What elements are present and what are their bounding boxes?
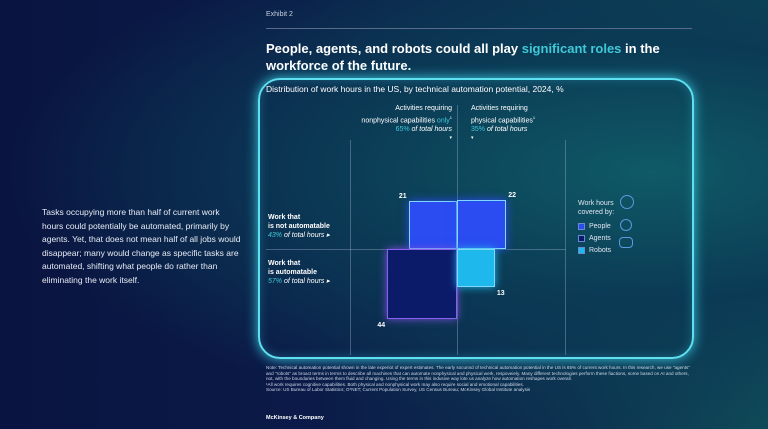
page-title: People, agents, and robots could all pla…	[266, 40, 696, 74]
grid-line-vertical-left	[350, 140, 351, 355]
chart-card	[258, 78, 694, 359]
note-text: Note: Technical automation potential sho…	[266, 365, 690, 382]
col-pct: 65%	[395, 126, 410, 134]
chart-notes: Note: Technical automation potential sho…	[266, 365, 696, 393]
col-pct-text: of total hours	[485, 126, 528, 134]
brand-logo-text: McKinsey & Company	[266, 415, 324, 421]
row-line1: Work that	[268, 214, 301, 221]
chart-title: Distribution of work hours in the US, by…	[266, 84, 564, 94]
exhibit-label: Exhibit 2	[266, 11, 293, 18]
value-label: 22	[508, 191, 517, 199]
col-line2: nonphysical capabilities only1	[361, 113, 452, 125]
legend-title: Work hours covered by:	[578, 200, 615, 216]
legend-label: People	[589, 223, 611, 230]
col-highlight: only	[436, 117, 450, 125]
legend-swatch	[578, 234, 585, 242]
footnote-text: ¹All work requires cognitive capabilitie…	[266, 381, 524, 387]
square-people-22	[457, 199, 507, 249]
row-pct: 43%	[268, 232, 283, 239]
title-highlight: significant roles	[521, 41, 622, 56]
divider	[266, 28, 692, 29]
grid-line-vertical-right	[565, 140, 566, 355]
robot-icon	[619, 237, 633, 248]
value-label: 13	[496, 289, 505, 297]
title-text: People, agents, and robots could all pla…	[266, 41, 522, 56]
legend: Work hours covered by: People Agents Rob…	[578, 199, 628, 255]
col-pct: 35%	[471, 126, 486, 134]
square-robots-13	[457, 249, 495, 287]
col-line1: Activities requiring	[395, 105, 452, 112]
col-text: nonphysical capabilities	[361, 117, 437, 125]
row-label-automatable: Work that is automatable 57% of total hou…	[268, 259, 330, 286]
legend-swatch	[578, 246, 585, 254]
legend-swatch	[578, 222, 585, 230]
row-pct-text: of total hours ▸	[282, 232, 330, 239]
legend-item-people: People	[578, 222, 628, 231]
row-line2: is not automatable	[268, 223, 330, 230]
row-line1: Work that	[268, 260, 301, 267]
legend-label: Agents	[589, 235, 611, 242]
clock-icon	[620, 195, 634, 209]
row-pct: 57%	[268, 278, 283, 285]
title-text-end: in the workforce of the future.	[266, 41, 660, 73]
row-line2: is automatable	[268, 269, 318, 276]
footnote-ref: 1	[449, 115, 452, 120]
legend-item-robots: Robots	[578, 246, 628, 255]
summary-text: Tasks occupying more than half of curren…	[42, 207, 241, 285]
column-header-nonphysical: Activities requiring nonphysical capabil…	[361, 105, 452, 142]
square-agents-44	[387, 249, 457, 319]
source-text: Source: US Bureau of Labor Statistics; O…	[266, 387, 531, 393]
row-pct-text: of total hours ▸	[282, 278, 330, 285]
value-label: 21	[398, 192, 407, 200]
col-text: physical capabilities	[471, 117, 533, 125]
footnote-ref: 1	[532, 115, 536, 120]
person-badge-icon	[620, 219, 632, 231]
col-line1: Activities requiring	[471, 105, 528, 112]
column-header-physical: Activities requiring physical capabiliti…	[471, 105, 536, 142]
square-people-21	[408, 200, 457, 249]
value-label: 44	[377, 321, 386, 329]
col-pct-text: of total hours	[409, 126, 452, 134]
legend-label: Robots	[589, 247, 612, 254]
legend-item-agents: Agents	[578, 234, 628, 243]
row-label-not-automatable: Work that is not automatable 43% of total…	[268, 213, 330, 240]
